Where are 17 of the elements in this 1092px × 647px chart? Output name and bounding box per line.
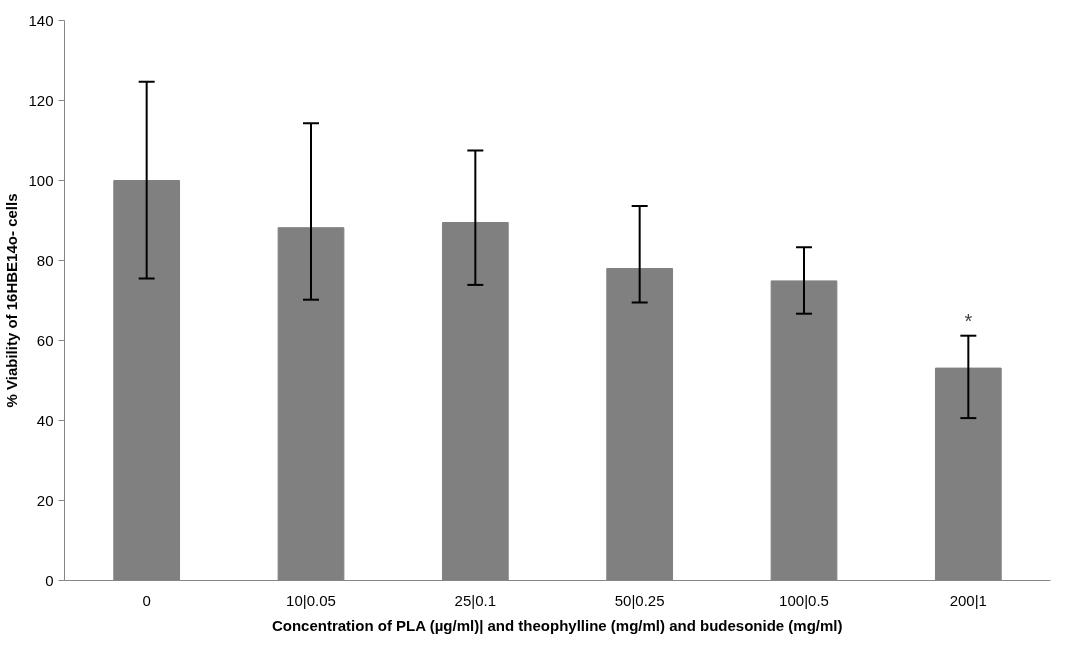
x-tick-label: 50|0.25 xyxy=(614,591,665,609)
x-tick-label: 25|0.1 xyxy=(454,591,497,609)
y-axis-title: % Viability of 16HBE14o- cells xyxy=(3,193,21,408)
y-tick-label: 40 xyxy=(36,411,54,429)
x-axis-title: Concentration of PLA (µg/ml)| and theophylline (mg/ml) and budesonide (mg/ml) xyxy=(271,616,843,634)
x-tick-label: 100|0.5 xyxy=(779,591,829,609)
y-tick-label: 120 xyxy=(28,91,54,109)
y-tick-label: 60 xyxy=(36,331,54,349)
y-tick-label: 100 xyxy=(28,171,54,189)
x-tick-label: 200|1 xyxy=(949,591,987,609)
y-tick-label: 80 xyxy=(36,251,54,269)
y-tick-label: 0 xyxy=(45,571,54,589)
x-tick-label: 10|0.05 xyxy=(286,591,336,609)
y-tick-label: 20 xyxy=(36,491,54,509)
x-tick-label: 0 xyxy=(142,591,151,609)
y-tick-label: 140 xyxy=(28,11,54,29)
annotation: * xyxy=(964,309,973,332)
